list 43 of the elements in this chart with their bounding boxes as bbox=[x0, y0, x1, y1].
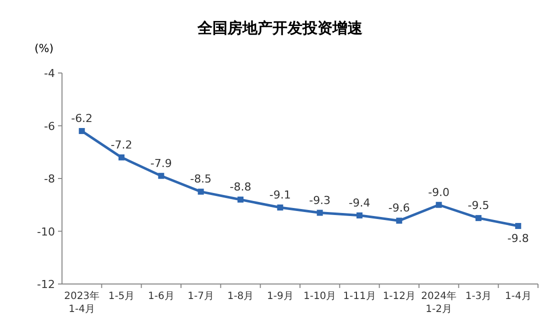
point bbox=[277, 204, 284, 211]
x-tick-label: 1-4月 bbox=[504, 291, 532, 302]
point bbox=[238, 196, 244, 203]
data-label: -9.3 bbox=[309, 194, 331, 207]
x-tick-label: 1-12月 bbox=[382, 291, 416, 302]
data-label: -9.0 bbox=[428, 186, 450, 199]
point bbox=[515, 222, 522, 229]
x-tick-label: 1-7月 bbox=[188, 291, 214, 302]
x-tick-label: 1-11月 bbox=[343, 291, 376, 302]
x-tick-label: 1-10月 bbox=[303, 291, 336, 302]
point bbox=[158, 172, 164, 179]
data-label: -9.8 bbox=[507, 232, 529, 245]
x-tick-label: 2023年 1-4月 bbox=[64, 290, 100, 315]
chart-title: 全国房地产开发投资增速 bbox=[196, 19, 364, 37]
point bbox=[118, 154, 124, 160]
point bbox=[396, 218, 402, 224]
y-tick-label: -4 bbox=[44, 67, 55, 80]
y-tick-label: -8 bbox=[44, 172, 55, 186]
data-label: -9.5 bbox=[468, 199, 490, 212]
x-tick-label: 1-8月 bbox=[227, 291, 254, 302]
data-label: -9.6 bbox=[388, 202, 410, 215]
y-tick-label: -10 bbox=[37, 225, 55, 238]
data-label: -9.4 bbox=[348, 196, 370, 210]
point bbox=[78, 128, 85, 134]
x-tick-label: 1-9月 bbox=[266, 291, 294, 302]
y-tick-label: -6 bbox=[44, 120, 55, 133]
data-label: -8.5 bbox=[190, 172, 212, 186]
x-tick-label: 1-3月 bbox=[465, 291, 492, 302]
point bbox=[316, 210, 323, 216]
data-label: -8.8 bbox=[230, 180, 252, 194]
data-label: -6.2 bbox=[71, 112, 93, 126]
data-label: -7.2 bbox=[110, 138, 132, 152]
x-tick-label: 2024年 1-2月 bbox=[421, 290, 457, 315]
y-axis-title: (%) bbox=[34, 42, 54, 55]
data-label: -7.9 bbox=[150, 156, 172, 170]
point bbox=[356, 212, 362, 218]
point bbox=[198, 188, 204, 195]
point bbox=[476, 215, 482, 222]
x-tick-label: 1-5月 bbox=[108, 291, 135, 302]
y-tick-label: -12 bbox=[37, 278, 55, 291]
data-label: -9.1 bbox=[269, 188, 291, 202]
point bbox=[436, 202, 442, 208]
x-tick-label: 1-6月 bbox=[148, 291, 174, 302]
